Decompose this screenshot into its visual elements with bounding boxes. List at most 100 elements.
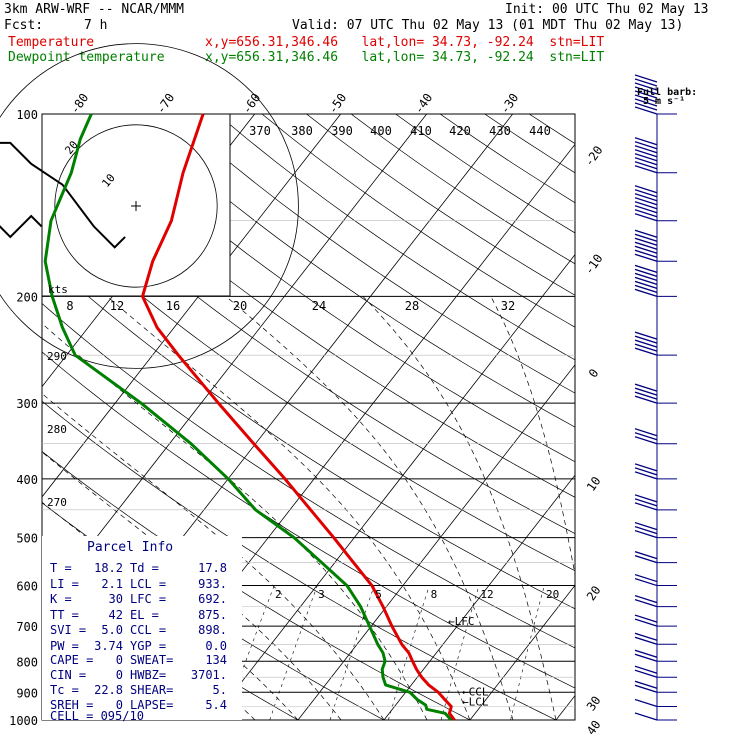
barb-flag [634, 249, 658, 258]
barb-flag [634, 165, 658, 174]
forecast-hour: 7 h [84, 18, 108, 33]
barb-flag [634, 90, 658, 99]
barb-flag [634, 467, 658, 476]
barb-flag [634, 529, 658, 539]
parcel-value: 0 [116, 668, 123, 682]
barb-flag [634, 653, 658, 662]
background-grid [41, 113, 642, 721]
mixing-ratio-label: 12 [480, 588, 493, 601]
temperature-tick-label: -20 [582, 143, 606, 169]
forecast-label: Fcst: [4, 18, 44, 33]
barb-flag [634, 233, 658, 242]
temperature-tick-label: -60 [239, 91, 263, 117]
barb-flag [634, 141, 658, 150]
parcel-value: 933. [198, 577, 227, 591]
wind-barb [634, 74, 677, 115]
barb-flag [634, 189, 658, 198]
barb-flag [634, 94, 658, 103]
init-time: Init: 00 UTC Thu 02 May 13 [505, 2, 709, 17]
wind-barb [634, 614, 677, 627]
barb-flag [634, 471, 658, 480]
barb-flag [634, 153, 658, 162]
isotherm-line [383, 474, 575, 720]
wind-barb [634, 551, 677, 564]
barb-flag [634, 432, 658, 441]
dewpoint-legend: Dewpoint temperature [8, 50, 165, 65]
barb-flag [634, 272, 658, 282]
wind-barb [634, 331, 677, 356]
parcel-label: LFC = [130, 592, 166, 606]
isotherm-line [297, 364, 575, 720]
hodograph-ring-inner [54, 124, 218, 288]
barb-flag [634, 197, 658, 206]
side-tick-label: 280 [47, 423, 67, 436]
barb-flag [634, 229, 658, 238]
wind-barb [634, 185, 677, 222]
barb-flag [634, 577, 658, 587]
temperature-tick-label: 20 [584, 583, 604, 603]
parcel-label: TT = [50, 608, 79, 622]
isotherm-line [469, 584, 575, 720]
parcel-label: YGP = [130, 639, 166, 653]
speed-axis-units: kts [48, 283, 68, 296]
barb-flag [634, 98, 658, 107]
barb-flag [634, 391, 658, 400]
dry-adiabat [439, 114, 575, 204]
barb-flag [634, 698, 658, 708]
parcel-cell: CELL = 095/10 [50, 709, 144, 723]
barb-flag [634, 106, 658, 115]
dry-adiabat [172, 114, 575, 394]
barb-flag [634, 669, 658, 678]
barb-flag [634, 383, 658, 392]
isotherm-line [42, 114, 427, 608]
barb-flag [634, 205, 658, 214]
wind-barb [634, 229, 677, 262]
barb-flag [634, 253, 658, 262]
barb-flag [634, 555, 658, 564]
parcel-value: 3.74 [94, 639, 123, 653]
speed-tick-label: 16 [166, 299, 180, 313]
barb-flag [634, 149, 658, 158]
parcel-value: 0.0 [205, 639, 227, 653]
moist-adiabat [42, 451, 342, 720]
temperature-line [141, 113, 456, 721]
parcel-label: EL = [130, 608, 159, 622]
wind-barb [634, 665, 677, 678]
level-marker-label: ←LCL [462, 696, 489, 709]
barb-flag [634, 241, 658, 250]
pressure-tick-label: 500 [16, 532, 38, 546]
temperature-tick-label: -70 [153, 91, 177, 117]
parcel-label: LI = [50, 577, 79, 591]
parcel-label: Tc = [50, 683, 79, 697]
barb-flag [634, 636, 658, 645]
theta-tick-label: 410 [410, 124, 432, 138]
moist-adiabat [106, 296, 471, 720]
barb-flag [634, 525, 658, 535]
speed-tick-label: 24 [312, 299, 326, 313]
wind-barb [634, 463, 677, 480]
pressure-tick-label: 700 [16, 620, 38, 634]
side-tick-label: 290 [47, 350, 67, 363]
parcel-value: 18.2 [94, 561, 123, 575]
wind-barb [634, 698, 677, 708]
barb-flag [634, 102, 658, 111]
barb-flag [634, 157, 658, 166]
wind-barb [634, 428, 677, 445]
barb-flag [634, 614, 658, 623]
barb-flag [634, 618, 658, 627]
theta-tick-label: 430 [489, 124, 511, 138]
barb-flag [634, 339, 658, 348]
theta-tick-label: 370 [249, 124, 271, 138]
pressure-tick-label: 300 [16, 397, 38, 411]
barb-flag [634, 74, 658, 83]
barb-flag [634, 335, 658, 344]
parcel-value: 875. [198, 608, 227, 622]
barb-flag [634, 78, 658, 87]
barb-flag [634, 343, 658, 352]
dry-adiabat [217, 114, 575, 361]
pressure-tick-label: 200 [16, 290, 38, 304]
barb-flag [634, 387, 658, 396]
moist-adiabat [591, 296, 642, 720]
mixing-ratio-line [329, 585, 375, 720]
